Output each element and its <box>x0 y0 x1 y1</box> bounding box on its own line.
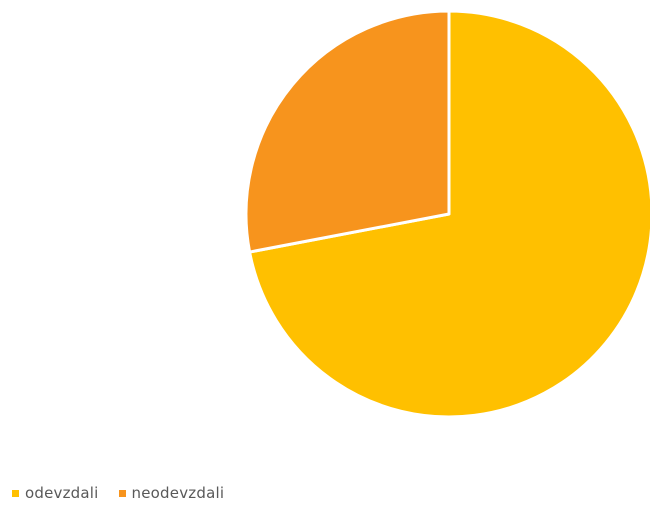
legend-swatch-neodevzdali <box>118 489 126 497</box>
pie-slices <box>244 9 650 419</box>
pie-slice-neodevzdali <box>244 9 451 254</box>
legend-item-neodevzdali: neodevzdali <box>118 484 225 502</box>
legend-label-odevzdali: odevzdali <box>25 484 99 502</box>
legend-label-neodevzdali: neodevzdali <box>131 484 225 502</box>
legend-item-odevzdali: odevzdali <box>12 484 99 502</box>
legend-swatch-odevzdali <box>12 489 19 497</box>
legend: odevzdali neodevzdali <box>12 481 224 505</box>
